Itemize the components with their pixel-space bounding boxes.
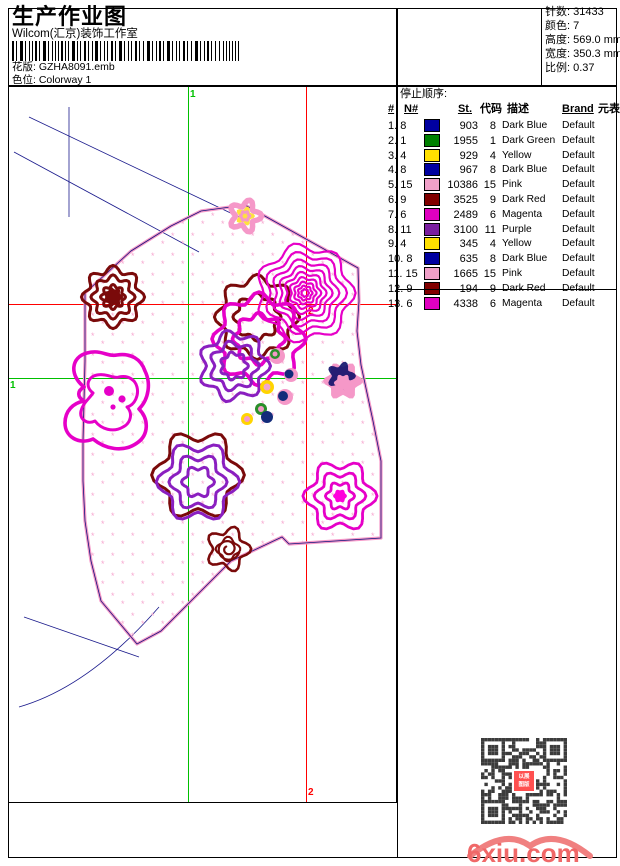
- svg-text:图版: 图版: [518, 780, 530, 788]
- svg-text:以展: 以展: [518, 772, 530, 780]
- svg-text:6xiu.com: 6xiu.com: [467, 838, 580, 866]
